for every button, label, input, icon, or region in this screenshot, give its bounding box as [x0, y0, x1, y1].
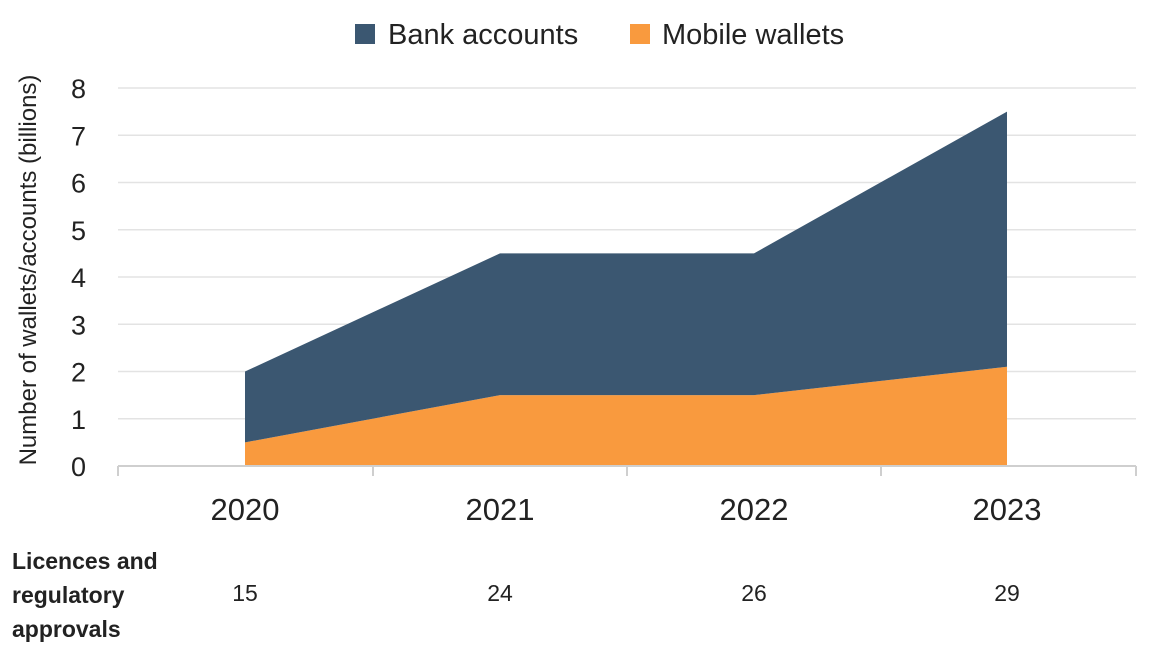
- row-label-line: Licences and: [12, 548, 158, 574]
- x-axis-ticks: 2020 2021 2022 2023: [211, 492, 1042, 527]
- y-tick-label: 0: [71, 452, 86, 482]
- y-tick-label: 8: [71, 74, 86, 104]
- x-tick-label: 2022: [720, 492, 789, 527]
- area-mobile-wallets: [245, 366, 1007, 466]
- row-value: 29: [994, 580, 1020, 606]
- y-axis-ticks: 0 1 2 3 4 5 6 7 8: [71, 74, 86, 482]
- y-tick-label: 5: [71, 216, 86, 246]
- legend-swatch: [630, 24, 650, 44]
- y-tick-label: 6: [71, 169, 86, 199]
- area-series: [245, 111, 1007, 466]
- area-bank-accounts: [245, 111, 1007, 443]
- x-axis: [117, 465, 1137, 476]
- row-value: 24: [487, 580, 513, 606]
- y-tick-label: 2: [71, 358, 86, 388]
- row-value: 15: [232, 580, 258, 606]
- legend-label: Bank accounts: [388, 19, 578, 51]
- row-label-line: regulatory: [12, 582, 125, 608]
- y-axis-label: Number of wallets/accounts (billions): [15, 75, 42, 466]
- licences-row-label: Licences and regulatory approvals: [12, 548, 158, 642]
- y-tick-label: 3: [71, 310, 86, 340]
- y-tick-label: 1: [71, 405, 86, 435]
- x-tick-label: 2023: [973, 492, 1042, 527]
- legend-label: Mobile wallets: [662, 19, 844, 51]
- x-tick-label: 2021: [466, 492, 535, 527]
- legend: Bank accounts Mobile wallets: [355, 19, 844, 51]
- row-label-line: approvals: [12, 616, 121, 642]
- row-value: 26: [741, 580, 767, 606]
- y-tick-label: 7: [71, 121, 86, 151]
- licences-row-values: 15 24 26 29: [232, 580, 1020, 606]
- y-tick-label: 4: [71, 263, 86, 293]
- legend-swatch: [355, 24, 375, 44]
- x-tick-label: 2020: [211, 492, 280, 527]
